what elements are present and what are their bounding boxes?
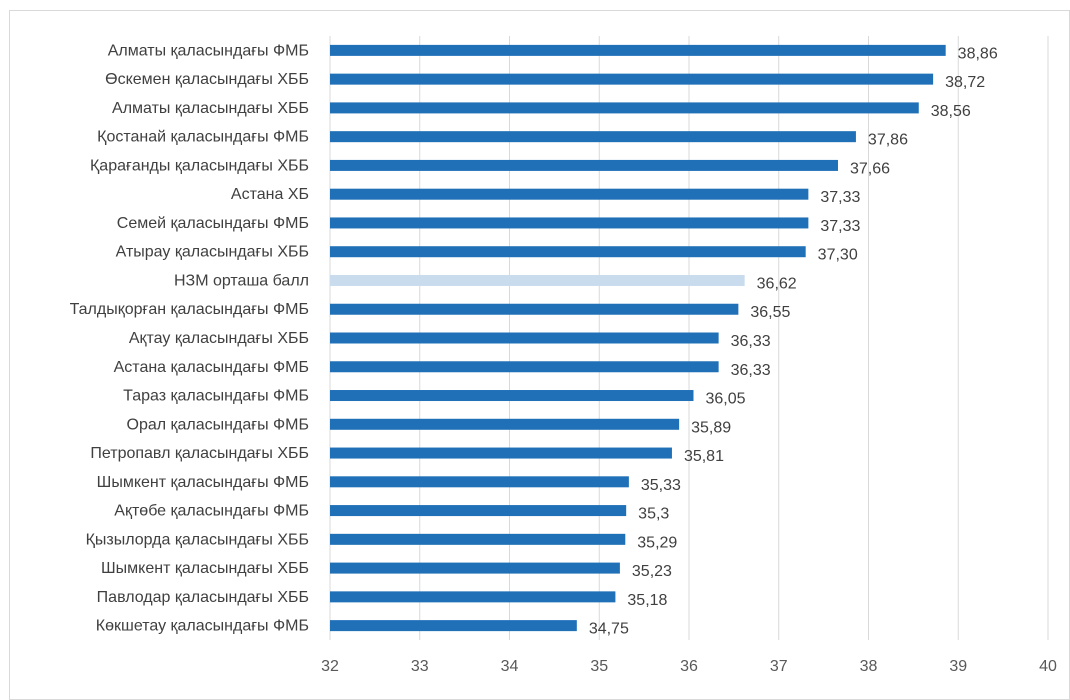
bar	[330, 533, 626, 545]
category-label: Ақтау қаласындағы ХББ	[129, 330, 309, 347]
x-tick-label: 35	[590, 658, 608, 675]
bar	[330, 591, 616, 603]
bar	[330, 361, 719, 373]
data-label: 36,33	[731, 333, 771, 350]
x-tick-label: 39	[949, 658, 967, 675]
category-label: Астана қаласындағы ФМБ	[114, 359, 309, 376]
x-tick-label: 40	[1039, 658, 1057, 675]
category-label: Петропавл қаласындағы ХББ	[90, 445, 309, 462]
category-label: Павлодар қаласындағы ХББ	[97, 589, 309, 606]
x-tick-label: 36	[680, 658, 698, 675]
category-label: Талдықорған қаласындағы ФМБ	[70, 301, 309, 318]
bar	[330, 476, 629, 488]
bar	[330, 303, 739, 315]
data-label: 37,33	[820, 189, 860, 206]
data-label: 36,55	[750, 304, 790, 321]
bar	[330, 418, 680, 430]
data-label: 35,18	[627, 592, 667, 609]
category-label: Атырау қаласындағы ХББ	[116, 244, 309, 261]
category-label: Шымкент қаласындағы ХББ	[101, 560, 309, 577]
data-label: 34,75	[589, 621, 629, 638]
data-label: 36,62	[757, 275, 797, 292]
bar	[330, 620, 577, 632]
category-label: Орал қаласындағы ФМБ	[127, 416, 310, 433]
bar	[330, 274, 745, 286]
category-label: Өскемен қаласындағы ХББ	[105, 71, 309, 88]
bar	[330, 188, 809, 200]
data-label: 35,89	[691, 419, 731, 436]
category-label: Астана ХБ	[231, 186, 309, 203]
data-label: 38,72	[945, 74, 985, 91]
category-label: Қызылорда қаласындағы ХББ	[86, 531, 309, 548]
bar-chart: Алматы қаласындағы ФМБ Өскемен қаласындағ…	[70, 36, 1057, 675]
data-label: 37,66	[850, 160, 890, 177]
data-label: 38,86	[958, 45, 998, 62]
data-label: 38,56	[931, 103, 971, 120]
bar	[330, 217, 809, 229]
bar	[330, 447, 672, 459]
x-tick-label: 38	[860, 658, 878, 675]
category-labels: Алматы қаласындағы ФМБ Өскемен қаласындағ…	[70, 42, 309, 634]
bar	[330, 159, 838, 171]
category-label: Көкшетау қаласындағы ФМБ	[96, 618, 309, 635]
data-label: 35,81	[684, 448, 724, 465]
category-label: Шымкент қаласындағы ФМБ	[97, 474, 309, 491]
category-label: НЗМ орташа балл	[174, 272, 309, 289]
bar	[330, 332, 719, 344]
category-label: Алматы қаласындағы ХББ	[112, 100, 309, 117]
data-label: 37,33	[820, 218, 860, 235]
data-label: 37,30	[818, 247, 858, 264]
data-label: 37,86	[868, 132, 908, 149]
bar	[330, 505, 627, 517]
data-label: 35,33	[641, 477, 681, 494]
bar	[330, 102, 919, 114]
x-tick-label: 32	[321, 658, 339, 675]
x-tick-label: 37	[770, 658, 788, 675]
data-label: 35,3	[638, 506, 669, 523]
category-label: Алматы қаласындағы ФМБ	[108, 42, 309, 59]
x-tick-labels: 32 33 34 35 36 37 38 39 40	[321, 658, 1057, 675]
category-label: Ақтөбе қаласындағы ФМБ	[114, 503, 309, 520]
data-label: 36,05	[705, 391, 745, 408]
value-labels: 38,86 38,72 38,56 37,86 37,66 37,33 37,33 37,30…	[589, 45, 998, 637]
bars	[330, 44, 946, 632]
data-label: 36,33	[731, 362, 771, 379]
x-tick-label: 33	[411, 658, 429, 675]
data-label: 35,23	[632, 563, 672, 580]
bar	[330, 44, 946, 56]
bar	[330, 131, 856, 143]
bar	[330, 390, 694, 402]
bar	[330, 246, 806, 258]
category-label: Тараз қаласындағы ФМБ	[123, 388, 309, 405]
data-label: 35,29	[637, 534, 677, 551]
category-label: Қостанай қаласындағы ФМБ	[97, 129, 309, 146]
category-label: Семей қаласындағы ФМБ	[117, 215, 309, 232]
bar	[330, 562, 620, 574]
category-label: Қарағанды қаласындағы ХББ	[90, 157, 309, 174]
bar	[330, 73, 934, 85]
x-tick-label: 34	[501, 658, 519, 675]
